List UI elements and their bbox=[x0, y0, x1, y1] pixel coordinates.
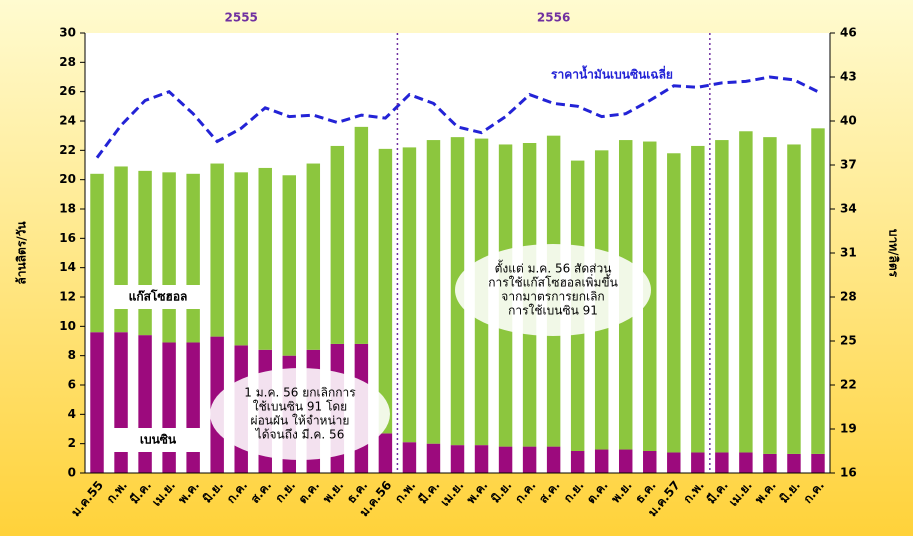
bar bbox=[739, 452, 753, 473]
bar bbox=[330, 145, 345, 344]
bar bbox=[667, 153, 681, 453]
bar bbox=[522, 446, 537, 473]
bar bbox=[402, 442, 417, 473]
bar bbox=[643, 451, 657, 473]
legend-label: แก๊สโซฮอล bbox=[129, 289, 188, 304]
legend-label: เบนซิน bbox=[140, 433, 177, 447]
bar bbox=[811, 128, 825, 454]
annotation-text: การใช้เบนซิน 91 bbox=[508, 304, 598, 318]
annotation-bubble bbox=[455, 244, 651, 336]
annotation-text: ใช้เบนซิน 91 โดย bbox=[253, 400, 347, 414]
bar bbox=[691, 145, 705, 453]
y-tick-label: 22 bbox=[59, 143, 76, 157]
y-tick-label: 4 bbox=[68, 407, 76, 421]
year-label: 2556 bbox=[537, 11, 570, 25]
bar bbox=[90, 332, 104, 473]
bar bbox=[186, 342, 200, 473]
bar bbox=[691, 452, 705, 473]
bar bbox=[162, 172, 176, 343]
bar bbox=[282, 175, 297, 356]
bar bbox=[138, 170, 152, 336]
annotation-text: การใช้แก๊สโซฮอลเพิ่มขึ้น bbox=[488, 274, 618, 290]
bar bbox=[234, 172, 248, 346]
y-tick-label: 12 bbox=[59, 290, 76, 304]
y-tick-label: 14 bbox=[59, 260, 76, 274]
y-axis-title: ล้านลิตร/วัน bbox=[15, 221, 29, 285]
bar bbox=[306, 163, 321, 350]
y2-tick-label: 46 bbox=[840, 26, 857, 40]
annotation-bubble bbox=[210, 368, 390, 460]
bar bbox=[618, 449, 633, 473]
legend-box bbox=[108, 428, 208, 452]
y2-tick-label: 31 bbox=[840, 246, 857, 260]
y-tick-label: 20 bbox=[59, 172, 76, 186]
y-tick-label: 0 bbox=[68, 466, 76, 480]
y-tick-label: 8 bbox=[68, 348, 76, 362]
bar bbox=[811, 453, 825, 473]
bar bbox=[210, 163, 224, 337]
bar bbox=[138, 335, 152, 473]
y2-tick-label: 37 bbox=[840, 158, 857, 172]
bar bbox=[426, 140, 441, 444]
bar bbox=[186, 173, 200, 343]
bar bbox=[715, 452, 729, 473]
y-tick-label: 24 bbox=[59, 114, 76, 128]
bar bbox=[667, 452, 681, 473]
y-tick-label: 10 bbox=[59, 319, 76, 333]
legend-label: ราคาน้ำมันเบนซินเฉลี่ย bbox=[551, 65, 673, 82]
annotation-text: จากมาตรการยกเลิก bbox=[501, 290, 604, 304]
annotation-text: ผ่อนผัน ให้จำหน่าย bbox=[251, 414, 350, 428]
bar bbox=[354, 126, 369, 344]
bar bbox=[570, 451, 585, 473]
y-tick-label: 26 bbox=[59, 84, 76, 98]
y-tick-label: 18 bbox=[59, 202, 76, 216]
bar bbox=[787, 453, 801, 473]
bar bbox=[426, 443, 441, 473]
y2-tick-label: 28 bbox=[840, 290, 857, 304]
legend-box bbox=[108, 285, 208, 309]
y2-tick-label: 34 bbox=[840, 202, 857, 216]
y2-tick-label: 25 bbox=[840, 334, 857, 348]
annotation-text: ตั้งแต่ ม.ค. 56 สัดส่วน bbox=[495, 260, 612, 276]
bar bbox=[258, 167, 272, 350]
y-tick-label: 2 bbox=[68, 436, 76, 450]
y2-axis-title: บาท/ลิตร bbox=[887, 229, 901, 278]
bar bbox=[378, 148, 393, 434]
bar bbox=[546, 446, 561, 473]
price-line bbox=[95, 75, 819, 159]
bar bbox=[90, 173, 104, 333]
y2-tick-label: 22 bbox=[840, 378, 857, 392]
annotation-text: 1 ม.ค. 56 ยกเลิกการ bbox=[244, 386, 356, 400]
y-tick-label: 16 bbox=[59, 231, 76, 245]
bar bbox=[474, 445, 489, 473]
bar bbox=[715, 140, 729, 453]
y-tick-label: 6 bbox=[68, 378, 76, 392]
bar bbox=[739, 131, 753, 453]
bar bbox=[498, 446, 513, 473]
bar bbox=[763, 453, 777, 473]
bar bbox=[594, 449, 609, 473]
y2-tick-label: 19 bbox=[840, 422, 857, 436]
y2-tick-label: 43 bbox=[840, 70, 857, 84]
bar bbox=[162, 342, 176, 473]
y2-tick-label: 16 bbox=[840, 466, 857, 480]
y-tick-label: 30 bbox=[59, 26, 76, 40]
y-tick-label: 28 bbox=[59, 55, 76, 69]
year-label: 2555 bbox=[225, 11, 258, 25]
annotation-text: ได้จนถึง มี.ค. 56 bbox=[255, 428, 345, 442]
bar bbox=[378, 433, 393, 473]
bar bbox=[787, 144, 801, 454]
y2-tick-label: 40 bbox=[840, 114, 857, 128]
bar bbox=[450, 445, 465, 473]
bar bbox=[763, 137, 777, 454]
bar bbox=[402, 147, 417, 443]
